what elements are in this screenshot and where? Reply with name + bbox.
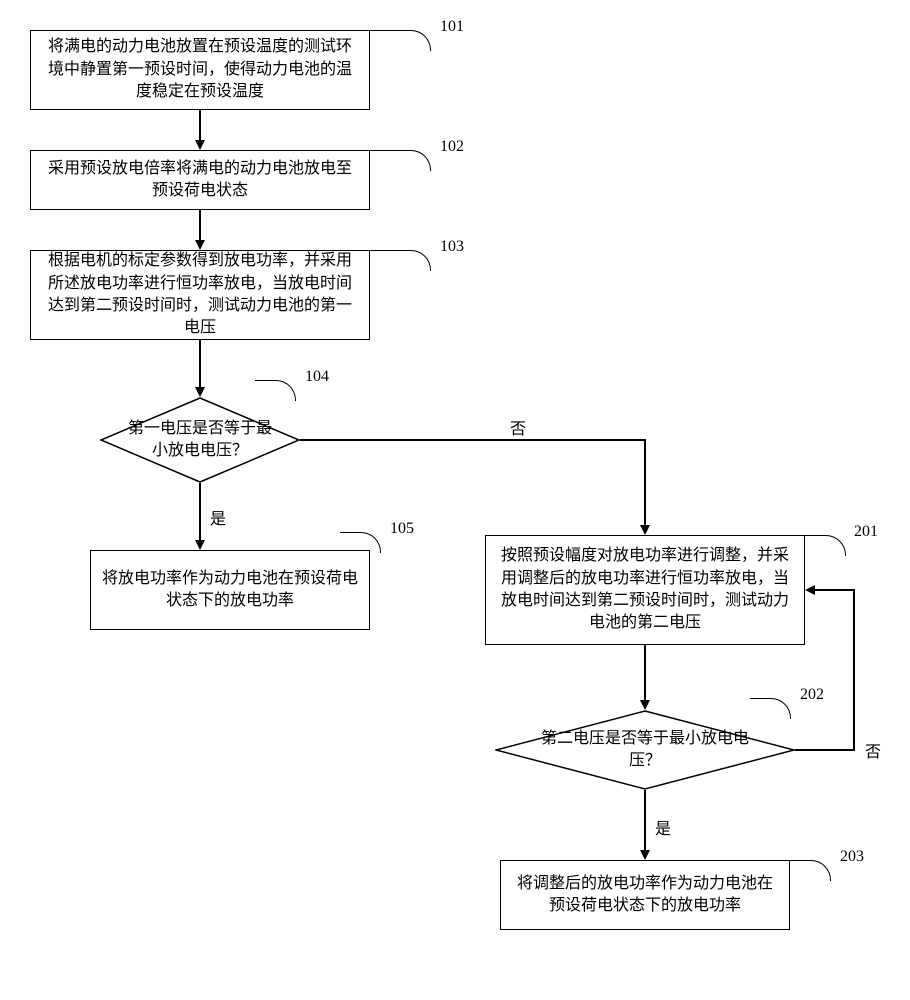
callout-103 [370, 250, 431, 271]
callout-104 [255, 380, 296, 401]
label-103: 103 [440, 238, 464, 256]
edge-201-202 [644, 645, 646, 700]
edge-202-203-label: 是 [655, 815, 671, 839]
arrowhead-103-104 [195, 387, 205, 397]
callout-102 [370, 150, 431, 171]
edge-103-104 [199, 340, 201, 387]
arrowhead-101-102 [195, 140, 205, 150]
step-102: 采用预设放电倍率将满电的动力电池放电至预设荷电状态 [30, 150, 370, 210]
arrowhead-104-105 [195, 540, 205, 550]
step-201-text: 按照预设幅度对放电功率进行调整，并采用调整后的放电功率进行恒功率放电，当放电时间… [496, 545, 794, 635]
edge-104-201-label: 否 [510, 415, 526, 439]
label-102: 102 [440, 138, 464, 156]
step-105-text: 将放电功率作为动力电池在预设荷电状态下的放电功率 [101, 568, 359, 613]
edge-202-203 [644, 790, 646, 850]
edge-104-201-h [300, 439, 644, 441]
edge-202-loop-h1 [795, 749, 855, 751]
edge-202-loop-h2 [815, 589, 855, 591]
edge-102-103 [199, 210, 201, 240]
label-203: 203 [840, 848, 864, 866]
arrowhead-202-loop [805, 585, 815, 595]
arrowhead-104-201 [640, 525, 650, 535]
label-101: 101 [440, 18, 464, 36]
arrowhead-102-103 [195, 240, 205, 250]
arrowhead-201-202 [640, 700, 650, 710]
edge-101-102 [199, 110, 201, 140]
callout-203 [790, 860, 831, 881]
callout-201 [805, 535, 846, 556]
callout-105 [340, 532, 381, 553]
label-201: 201 [854, 523, 878, 541]
flowchart-canvas: 将满电的动力电池放置在预设温度的测试环境中静置第一预设时间，使得动力电池的温度稳… [10, 10, 900, 990]
step-201: 按照预设幅度对放电功率进行调整，并采用调整后的放电功率进行恒功率放电，当放电时间… [485, 535, 805, 645]
decision-202-text: 第二电压是否等于最小放电电压？ [530, 730, 760, 770]
step-101: 将满电的动力电池放置在预设温度的测试环境中静置第一预设时间，使得动力电池的温度稳… [30, 30, 370, 110]
step-203-text: 将调整后的放电功率作为动力电池在预设荷电状态下的放电功率 [511, 873, 779, 918]
label-105: 105 [390, 520, 414, 538]
step-203: 将调整后的放电功率作为动力电池在预设荷电状态下的放电功率 [500, 860, 790, 930]
step-102-text: 采用预设放电倍率将满电的动力电池放电至预设荷电状态 [41, 158, 359, 203]
edge-202-loop-label: 否 [865, 738, 881, 762]
decision-104-text: 第一电压是否等于最小放电电压？ [122, 412, 278, 468]
label-104: 104 [305, 368, 329, 386]
edge-104-201-v [644, 439, 646, 525]
arrowhead-202-203 [640, 850, 650, 860]
step-105: 将放电功率作为动力电池在预设荷电状态下的放电功率 [90, 550, 370, 630]
edge-104-105-label: 是 [210, 505, 226, 529]
callout-101 [370, 30, 431, 51]
step-103-text: 根据电机的标定参数得到放电功率，并采用所述放电功率进行恒功率放电，当放电时间达到… [41, 250, 359, 340]
step-103: 根据电机的标定参数得到放电功率，并采用所述放电功率进行恒功率放电，当放电时间达到… [30, 250, 370, 340]
step-101-text: 将满电的动力电池放置在预设温度的测试环境中静置第一预设时间，使得动力电池的温度稳… [41, 36, 359, 103]
label-202: 202 [800, 686, 824, 704]
callout-202 [750, 698, 791, 719]
edge-202-loop-v [853, 590, 855, 751]
edge-104-105 [199, 483, 201, 540]
